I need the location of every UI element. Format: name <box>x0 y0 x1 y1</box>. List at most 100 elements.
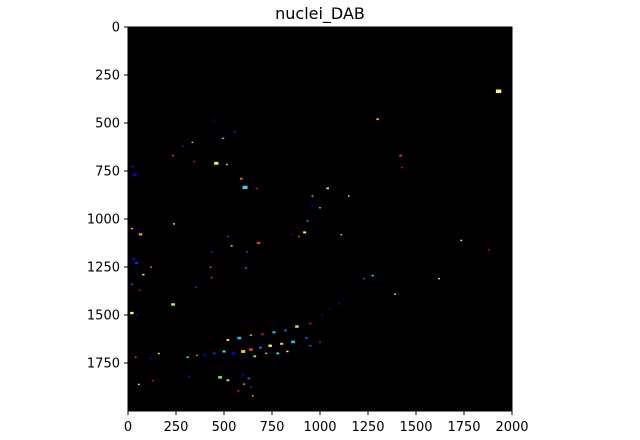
nucleus-blob <box>210 277 213 279</box>
nucleus-blob <box>138 233 143 236</box>
nucleus-blob <box>138 383 140 386</box>
nucleus-blob <box>488 249 490 251</box>
nucleus-blob <box>137 229 140 232</box>
nucleus-blob <box>173 223 175 225</box>
nucleus-blob <box>401 166 403 169</box>
nucleus-blob <box>241 350 246 353</box>
nucleus-blob <box>130 227 133 230</box>
x-tick-label: 1500 <box>399 420 432 435</box>
y-tick-label: 750 <box>95 165 120 180</box>
x-tick-label: 0 <box>124 420 132 435</box>
x-tick-label: 2000 <box>495 420 528 435</box>
nucleus-blob <box>309 322 312 325</box>
y-tick-label: 250 <box>95 69 120 84</box>
nucleus-blob <box>157 352 160 355</box>
nucleus-blob <box>249 386 252 388</box>
nucleus-blob <box>244 267 248 269</box>
nucleus-blob <box>242 373 245 376</box>
nucleus-blob <box>280 342 284 345</box>
nucleus-blob <box>130 283 133 285</box>
nucleus-blob <box>138 289 141 291</box>
nucleus-blob <box>249 348 253 351</box>
nucleus-blob <box>150 266 152 268</box>
nucleus-blob <box>188 375 191 378</box>
y-tick-label: 1250 <box>87 261 120 276</box>
nucleus-blob <box>328 308 331 311</box>
nucleus-blob <box>182 145 184 147</box>
nucleus-blob <box>291 233 294 236</box>
nucleus-blob <box>132 173 137 177</box>
nucleus-blob <box>132 165 134 168</box>
nucleus-blob <box>152 379 154 382</box>
nucleus-blob <box>227 235 229 238</box>
nucleus-blob <box>226 339 230 341</box>
nucleus-blob <box>195 286 197 288</box>
nucleus-blob <box>135 262 139 265</box>
nucleus-blob <box>239 177 243 180</box>
x-tick-label: 750 <box>260 420 285 435</box>
x-axis: 0 250 500 750 1000 1250 1500 1750 2000 <box>124 411 529 435</box>
nucleus-blob <box>309 345 312 347</box>
nucleus-blob <box>363 277 366 280</box>
nucleus-blob <box>338 303 340 305</box>
nucleus-blob <box>286 350 289 353</box>
nucleus-blob <box>295 325 299 328</box>
nucleus-blob <box>210 251 213 253</box>
nucleus-blob <box>291 340 295 344</box>
nucleus-blob <box>303 231 307 234</box>
nucleus-blob <box>213 119 216 121</box>
nucleus-blob <box>233 131 236 133</box>
y-tick-label: 500 <box>95 117 120 132</box>
x-tick-label: 1000 <box>303 420 336 435</box>
nucleus-blob <box>348 195 350 197</box>
nucleus-blob <box>226 379 230 382</box>
nucleus-blob <box>268 344 272 347</box>
nucleus-blob <box>213 352 216 355</box>
nucleus-blob <box>150 357 152 359</box>
nucleus-blob <box>265 352 268 355</box>
nucleus-blob <box>171 303 175 306</box>
nucleus-blob <box>172 155 175 157</box>
y-tick-label: 1000 <box>87 213 120 228</box>
nuclei-blob-layer <box>130 89 502 397</box>
x-tick-label: 250 <box>164 420 189 435</box>
nucleus-blob <box>258 346 262 349</box>
nucleus-blob <box>376 118 379 121</box>
nucleus-blob <box>237 336 242 340</box>
nucleus-blob <box>495 89 502 93</box>
nucleus-blob <box>399 154 402 157</box>
nucleus-blob <box>255 187 258 189</box>
nucleus-blob <box>134 356 137 358</box>
nucleus-blob <box>305 337 309 339</box>
nucleus-blob <box>319 341 321 343</box>
nucleus-blob <box>284 329 287 332</box>
y-tick-label: 0 <box>112 21 120 36</box>
nucleus-blob <box>306 220 309 222</box>
nucleus-blob <box>132 258 136 261</box>
nucleus-blob <box>230 245 233 247</box>
nucleus-blob <box>242 185 248 189</box>
nucleus-blob <box>256 241 261 245</box>
nucleus-blob <box>186 356 189 358</box>
nucleus-blob <box>193 160 196 163</box>
nucleus-blob <box>321 314 323 316</box>
nucleus-blob <box>340 234 343 236</box>
nucleus-blob <box>272 331 276 334</box>
nucleus-blob <box>246 251 248 253</box>
nucleus-blob <box>243 383 246 385</box>
y-tick-label: 1500 <box>87 309 120 324</box>
nucleus-blob <box>221 137 225 140</box>
nucleus-blob <box>209 266 212 268</box>
nucleus-blob <box>261 333 264 336</box>
nucleus-blob <box>231 352 236 355</box>
nucleus-blob <box>203 354 207 357</box>
nucleus-blob <box>191 141 194 144</box>
nucleus-blob <box>222 350 226 353</box>
nucleus-blob <box>311 204 314 207</box>
nucleus-blob <box>196 354 199 357</box>
nucleus-blob <box>276 352 280 355</box>
nucleus-blob <box>394 293 396 295</box>
nucleus-blob <box>249 334 252 336</box>
nucleus-blob <box>371 274 374 277</box>
